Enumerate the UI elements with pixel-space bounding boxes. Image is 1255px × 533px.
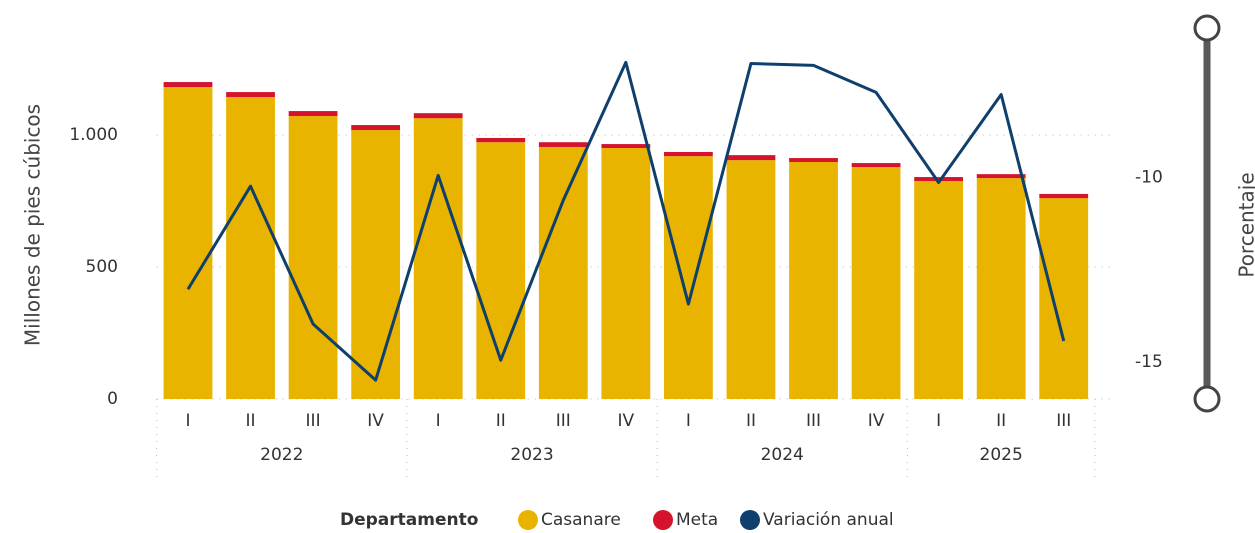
legend-swatch [518,510,538,530]
bar [163,87,213,399]
bar [851,167,901,399]
bar [914,177,964,182]
bar [413,113,463,119]
x-tick-label: III [556,411,571,431]
line [186,60,1066,382]
x-tick-label: IV [618,411,635,431]
bar [601,144,651,149]
x-tick-label: III [806,411,821,431]
legend-label: Variación anual [763,510,894,530]
x-tick-label: IV [367,411,384,431]
bar [976,178,1026,399]
bar [789,162,838,399]
bar [288,111,338,117]
y-tick-label: 1.000 [69,125,118,145]
bar [538,146,588,399]
bar [664,151,713,157]
bar [789,158,838,163]
x-group-label: 2022 [260,445,303,465]
y2-tick-label: -15 [1135,352,1163,372]
x-tick-label: III [1056,411,1071,431]
bar [914,181,964,399]
bar [538,142,588,147]
bar [163,82,213,88]
x-tick-label: I [686,411,691,431]
bar [351,125,401,131]
bar [351,130,401,400]
x-tick-label: I [936,411,941,431]
bar [476,137,526,143]
bar [664,156,713,399]
range-slider[interactable] [1193,14,1221,413]
legend-swatch [740,510,760,530]
x-tick-label: II [746,411,756,431]
x-group-label: 2025 [980,445,1023,465]
x-tick-label: I [185,411,190,431]
y2-axis-title: Porcentaje [1235,172,1255,277]
bar [726,155,776,161]
bar [1039,198,1089,399]
bar [288,116,338,400]
bar [226,92,275,98]
x-tick-label: IV [868,411,885,431]
bar [1039,193,1089,199]
x-group-label: 2023 [510,445,553,465]
legend-swatch [653,510,673,530]
bar [726,160,776,399]
slider-handle[interactable] [1193,385,1221,413]
legend-label: Meta [676,510,718,530]
x-tick-label: I [436,411,441,431]
legend-title: Departamento [340,510,478,530]
x-tick-label: III [306,411,321,431]
bar [851,163,901,168]
x-tick-label: II [496,411,506,431]
y2-tick-label: -10 [1135,167,1163,187]
slider-handle[interactable] [1193,14,1221,42]
y-axis-title: Millones de pies cúbicos [21,104,45,346]
bar [226,97,275,399]
bar [413,118,463,399]
bar [601,148,651,399]
y-tick-label: 0 [107,389,118,409]
x-tick-label: II [246,411,256,431]
y-tick-label: 500 [86,257,118,277]
bar [976,174,1026,179]
legend-label: Casanare [541,510,621,530]
x-group-label: 2024 [761,445,804,465]
x-tick-label: II [996,411,1006,431]
